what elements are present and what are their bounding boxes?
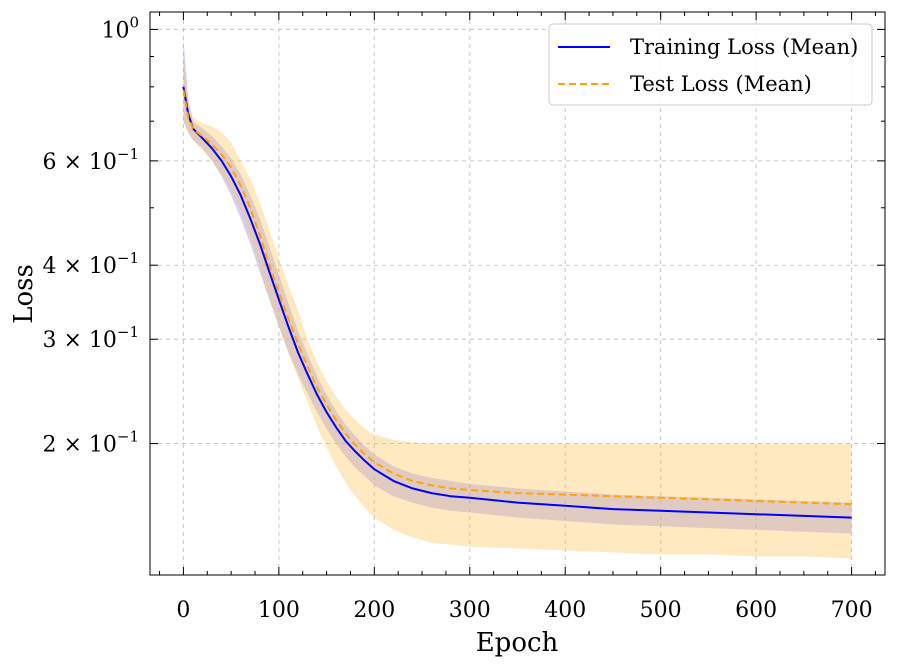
y-tick-label: 4 × 10−1: [42, 249, 139, 279]
x-tick-label: 300: [449, 598, 491, 623]
grid: [150, 12, 885, 575]
y-axis-label: Loss: [9, 264, 39, 324]
legend-box: [548, 23, 873, 106]
legend-label-training: Training Loss (Mean): [630, 35, 858, 59]
x-tick-label: 500: [640, 598, 682, 623]
x-tick-label: 400: [544, 598, 586, 623]
variance-bands: [183, 37, 852, 559]
legend: Training Loss (Mean) Test Loss (Mean): [548, 23, 873, 106]
y-tick-label: 2 × 10−1: [42, 428, 139, 458]
y-tick-label: 6 × 10−1: [42, 145, 139, 175]
y-tick-label: 3 × 10−1: [42, 323, 139, 353]
y-tick-labels: 100 6 × 10−1 4 × 10−1 3 × 10−1 2 × 10−1: [42, 13, 139, 457]
legend-label-test: Test Loss (Mean): [630, 72, 812, 96]
series-line-training: [182, 86, 852, 519]
x-tick-label: 700: [831, 598, 873, 623]
x-tick-label: 200: [353, 598, 395, 623]
series-lines: [182, 86, 852, 519]
x-tick-label: 100: [258, 598, 300, 623]
axis-ticks: [150, 12, 885, 575]
x-tick-label: 600: [735, 598, 777, 623]
x-tick-labels: 0 100 200 300 400 500 600 700: [176, 598, 872, 623]
x-tick-label: 0: [176, 598, 190, 623]
x-axis-label: Epoch: [476, 628, 559, 658]
series-line-test: [182, 89, 852, 506]
y-tick-label: 100: [101, 13, 139, 43]
band-test: [183, 50, 852, 559]
